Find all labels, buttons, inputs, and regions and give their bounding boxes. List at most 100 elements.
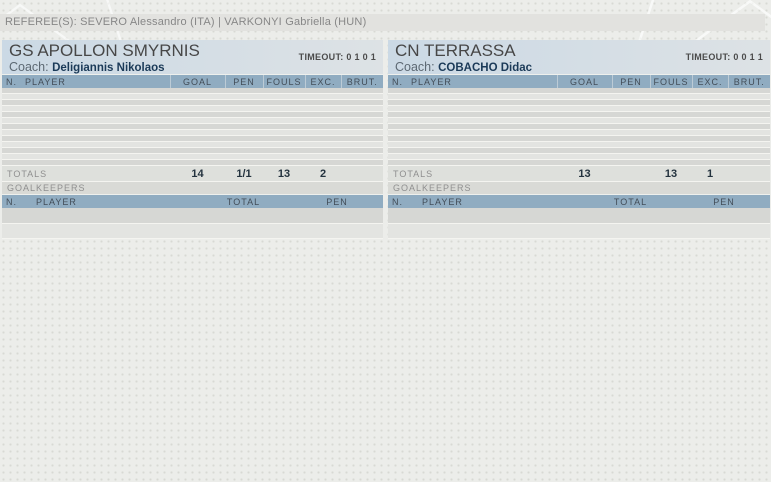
player-number <box>2 159 24 166</box>
goalkeeper-name <box>410 223 583 239</box>
stat-pen <box>612 153 650 160</box>
stat-fouls <box>263 117 305 124</box>
player-lastname <box>24 138 170 140</box>
player-name-cell <box>24 105 170 112</box>
player-name-cell <box>24 129 170 136</box>
team-panel: GS APOLLON SMYRNIS Coach: Deligiannis Ni… <box>2 40 383 239</box>
stat-fouls <box>650 117 692 124</box>
player-number <box>388 147 410 154</box>
player-row <box>388 105 770 112</box>
stat-goal <box>170 111 225 118</box>
goalkeeper-pen <box>678 223 770 239</box>
stat-goal <box>557 129 612 136</box>
team-info: CN TERRASSA Coach: COBACHO Didac <box>395 41 532 74</box>
stat-exc <box>692 129 728 136</box>
stat-brut <box>728 111 770 118</box>
player-name-cell <box>410 88 557 94</box>
stat-fouls <box>650 153 692 160</box>
coach-name: Deligiannis Nikolaos <box>52 62 165 74</box>
player-number <box>388 135 410 142</box>
player-name-cell <box>24 153 170 160</box>
goalkeeper-number <box>388 208 410 224</box>
player-number <box>388 93 410 100</box>
player-lastname <box>410 132 557 134</box>
stat-fouls <box>263 93 305 100</box>
stat-brut <box>341 147 383 154</box>
stat-fouls <box>650 135 692 142</box>
stat-brut <box>341 153 383 160</box>
stat-brut <box>728 123 770 130</box>
stat-fouls <box>263 153 305 160</box>
player-name-cell <box>410 129 557 136</box>
player-lastname <box>410 108 557 110</box>
stat-exc <box>692 111 728 118</box>
col-header-fouls: FOULS <box>262 75 305 88</box>
player-name-cell <box>24 99 170 106</box>
stat-fouls <box>263 141 305 148</box>
stat-goal <box>170 117 225 124</box>
stat-fouls <box>650 141 692 148</box>
player-row <box>388 159 770 166</box>
col-header-pen: PEN <box>611 75 650 88</box>
player-name-cell <box>410 93 557 100</box>
coach-line: Coach: COBACHO Didac <box>395 60 532 75</box>
stat-brut <box>341 141 383 148</box>
timeout-label: TIMEOUT: <box>685 52 731 62</box>
stat-goal <box>557 141 612 148</box>
stat-pen <box>612 111 650 118</box>
stat-goal <box>557 88 612 94</box>
goalkeeper-total <box>196 223 291 239</box>
player-lastname <box>24 162 170 164</box>
player-lastname <box>24 126 170 128</box>
stat-brut <box>728 159 770 166</box>
stat-pen <box>612 135 650 142</box>
player-number <box>388 105 410 112</box>
player-name-cell <box>410 105 557 112</box>
stat-goal <box>170 153 225 160</box>
stat-goal <box>557 99 612 106</box>
player-name-cell <box>410 99 557 106</box>
player-number <box>2 111 24 118</box>
player-name-cell <box>410 123 557 130</box>
player-row <box>2 99 383 106</box>
totals-exc: 1 <box>692 165 728 182</box>
stat-pen <box>612 141 650 148</box>
stat-exc <box>305 88 341 94</box>
stat-exc <box>692 117 728 124</box>
col-header-brut: BRUT. <box>340 75 383 88</box>
player-lastname <box>410 90 557 92</box>
stat-fouls <box>650 147 692 154</box>
stat-exc <box>305 159 341 166</box>
stat-pen <box>225 123 263 130</box>
player-row <box>2 111 383 118</box>
player-number <box>2 105 24 112</box>
gk-col-header-player: PLAYER <box>24 195 196 208</box>
player-row <box>388 117 770 124</box>
player-lastname <box>24 144 170 146</box>
totals-label: TOTALS <box>2 165 170 182</box>
goalkeeper-name <box>410 208 583 224</box>
totals-row: TOTALS 13 13 1 <box>388 165 770 182</box>
stat-goal <box>557 159 612 166</box>
stat-exc <box>305 135 341 142</box>
player-name-cell <box>410 153 557 160</box>
stat-fouls <box>650 159 692 166</box>
stat-exc <box>305 141 341 148</box>
player-lastname <box>24 108 170 110</box>
stat-brut <box>728 135 770 142</box>
player-row <box>2 159 383 166</box>
col-header-fouls: FOULS <box>649 75 692 88</box>
stat-brut <box>728 117 770 124</box>
col-header-pen: PEN <box>224 75 263 88</box>
player-number <box>388 88 410 94</box>
stat-brut <box>341 135 383 142</box>
player-lastname <box>24 90 170 92</box>
stat-fouls <box>263 99 305 106</box>
stat-goal <box>557 105 612 112</box>
stat-brut <box>341 99 383 106</box>
player-name-cell <box>410 141 557 148</box>
player-number <box>388 153 410 160</box>
player-number <box>2 129 24 136</box>
goalkeepers-section-label: GOALKEEPERS <box>2 182 383 195</box>
stat-pen <box>225 159 263 166</box>
